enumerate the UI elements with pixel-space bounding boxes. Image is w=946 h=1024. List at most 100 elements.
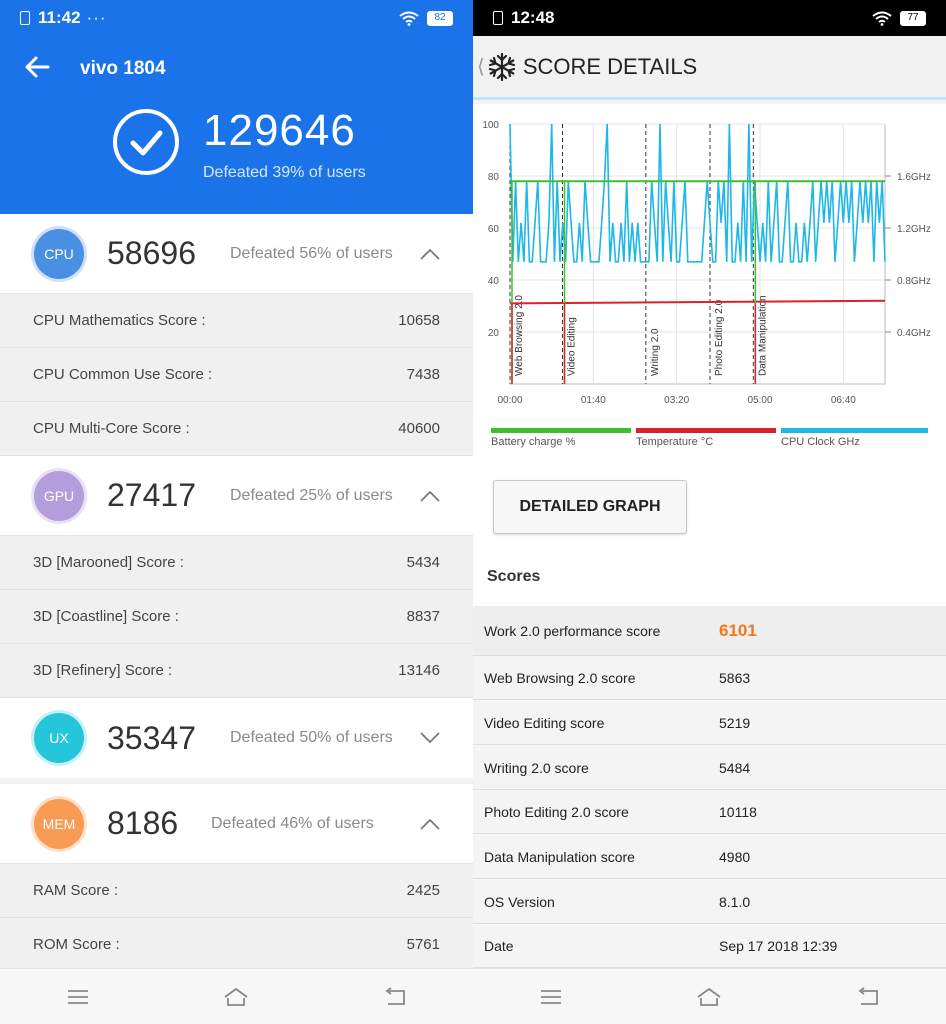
- list-item: CPU Common Use Score : 7438: [0, 348, 473, 402]
- page-title: SCORE DETAILS: [522, 53, 698, 79]
- pcmark-panel: 12:48 77 ⟨ SCORE DETAILS 100 80 60 40 20 1.6G…: [473, 0, 946, 1024]
- status-time: 11:42: [38, 8, 81, 27]
- series-cpu-clock: [509, 123, 886, 263]
- chart-svg: 100 80 60 40 20 1.6GHz 1.2GHz 0.8GHz 0.4GHz 00:00…: [482, 120, 931, 406]
- chevron-up-icon[interactable]: [420, 490, 440, 502]
- detailed-graph-button[interactable]: DETAILED GRAPH: [493, 480, 687, 534]
- ux-defeated: Defeated 50% of users: [230, 729, 393, 746]
- legend-cpu-clock: CPU Clock GHz: [781, 428, 928, 448]
- detail-area: DETAILED GRAPH: [473, 458, 946, 558]
- row-value: 8837: [406, 608, 440, 625]
- row-value: 2425: [406, 882, 440, 899]
- y-tick-label: 80: [488, 172, 500, 183]
- mem-score: 8186: [107, 805, 179, 841]
- chevron-down-icon[interactable]: [420, 732, 440, 744]
- score-label: OS Version: [484, 893, 555, 910]
- segment-label: Data Manipulation: [757, 295, 768, 376]
- wifi-icon: [872, 11, 892, 26]
- x-tick-label: 03:20: [664, 395, 689, 406]
- category-ux[interactable]: UX 35347 Defeated 50% of users: [0, 698, 473, 784]
- total-score: 129646: [203, 106, 356, 155]
- row-label: CPU Multi-Core Score :: [33, 420, 190, 437]
- legend-swatch: [781, 428, 928, 433]
- score-value: 5484: [719, 759, 751, 776]
- gpu-score: 27417: [107, 477, 196, 513]
- list-item: 3D [Coastline] Score : 8837: [0, 590, 473, 644]
- home-icon[interactable]: [693, 986, 725, 1008]
- antutu-panel: 11:42 ··· 82 vivo 1804 129646 Defeated 3…: [0, 0, 473, 1024]
- table-row: Web Browsing 2.0 score 5863: [473, 656, 946, 700]
- title-bar: ⟨ SCORE DETAILS: [473, 36, 946, 100]
- row-value: 13146: [398, 662, 440, 679]
- legend-temperature: Temperature °C: [636, 428, 776, 448]
- score-label: Date: [484, 937, 514, 954]
- score-label: Web Browsing 2.0 score: [484, 669, 636, 686]
- system-nav-bar: [0, 968, 473, 1024]
- score-value: 5219: [719, 714, 751, 731]
- y-tick-label: 20: [488, 328, 500, 339]
- y-tick-label: 60: [488, 224, 500, 235]
- table-row: Work 2.0 performance score 6101: [473, 606, 946, 656]
- up-caret-icon[interactable]: ⟨: [477, 56, 485, 78]
- ux-score: 35347: [107, 719, 196, 756]
- check-circle-icon: [113, 109, 179, 175]
- category-mem[interactable]: MEM 8186 Defeated 46% of users: [0, 784, 473, 864]
- segment-label: Video Editing: [567, 317, 578, 376]
- legend-label: Temperature °C: [636, 436, 714, 448]
- table-row: Photo Editing 2.0 score 10118: [473, 790, 946, 834]
- score-value: 10118: [719, 803, 757, 820]
- sim-icon: [493, 11, 503, 25]
- score-label: Photo Editing 2.0 score: [484, 803, 629, 820]
- list-item: RAM Score : 2425: [0, 864, 473, 918]
- status-dots: ···: [86, 8, 107, 27]
- back-arrow-icon[interactable]: [24, 54, 50, 80]
- cpu-badge: CPU: [34, 228, 84, 279]
- list-item: CPU Mathematics Score : 10658: [0, 294, 473, 348]
- row-label: 3D [Refinery] Score :: [33, 662, 173, 679]
- status-bar: 12:48 77: [473, 0, 946, 36]
- status-bar: 11:42 ··· 82: [0, 0, 473, 36]
- chart-legend: Battery charge % Temperature °C CPU Cloc…: [473, 428, 946, 458]
- series-temperature: [509, 299, 886, 305]
- x-tick-label: 05:00: [747, 395, 772, 406]
- back-icon[interactable]: [855, 986, 881, 1008]
- gpu-badge: GPU: [34, 470, 84, 521]
- category-gpu[interactable]: GPU 27417 Defeated 25% of users: [0, 456, 473, 536]
- y2-tick-label: 1.2GHz: [897, 224, 931, 235]
- menu-icon[interactable]: [65, 986, 91, 1008]
- legend-battery: Battery charge %: [491, 428, 631, 448]
- list-item: CPU Multi-Core Score : 40600: [0, 402, 473, 456]
- device-name: vivo 1804: [80, 58, 166, 79]
- x-tick-label: 00:00: [497, 395, 522, 406]
- score-value: 5863: [719, 669, 751, 686]
- list-item: 3D [Marooned] Score : 5434: [0, 536, 473, 590]
- menu-icon[interactable]: [538, 986, 564, 1008]
- segment-label: Photo Editing 2.0: [714, 299, 725, 376]
- score-value: 8.1.0: [719, 893, 751, 910]
- home-icon[interactable]: [220, 986, 252, 1008]
- y2-tick-label: 0.8GHz: [897, 276, 931, 287]
- row-label: 3D [Marooned] Score :: [33, 554, 184, 571]
- x-tick-label: 01:40: [581, 395, 606, 406]
- battery-icon: 82: [427, 10, 453, 26]
- table-row: OS Version 8.1.0: [473, 880, 946, 924]
- x-tick-label: 06:40: [831, 395, 856, 406]
- row-value: 5434: [406, 554, 440, 571]
- chevron-up-icon[interactable]: [420, 818, 440, 830]
- row-value: 7438: [406, 366, 440, 383]
- system-nav-bar: [473, 968, 946, 1024]
- list-item: 3D [Refinery] Score : 13146: [0, 644, 473, 698]
- chevron-up-icon[interactable]: [420, 248, 440, 260]
- category-cpu[interactable]: CPU 58696 Defeated 56% of users: [0, 214, 473, 294]
- battery-icon: 77: [900, 10, 926, 26]
- row-label: ROM Score :: [33, 936, 120, 953]
- ux-badge: UX: [34, 713, 84, 763]
- score-value: Sep 17 2018 12:39: [719, 937, 838, 954]
- segment-label: Web Browsing 2.0: [514, 295, 525, 376]
- mem-defeated: Defeated 46% of users: [211, 814, 374, 832]
- table-row: Date Sep 17 2018 12:39: [473, 924, 946, 968]
- table-row: Data Manipulation score 4980: [473, 835, 946, 879]
- back-icon[interactable]: [382, 986, 408, 1008]
- row-label: CPU Common Use Score :: [33, 366, 213, 383]
- y2-tick-label: 1.6GHz: [897, 172, 931, 183]
